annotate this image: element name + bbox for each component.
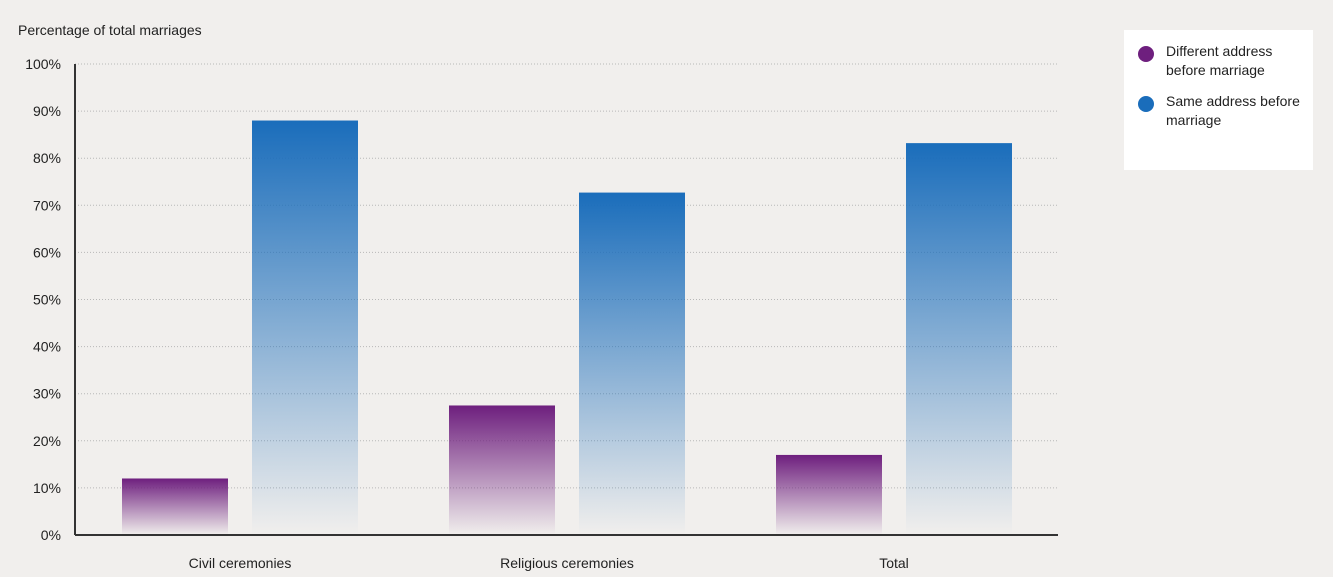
circle-icon xyxy=(1138,96,1154,112)
y-axis-title: Percentage of total marriages xyxy=(18,22,202,38)
bar-same-address xyxy=(252,120,358,536)
y-tick-label: 30% xyxy=(33,386,61,402)
legend-label: Same address before marriage xyxy=(1166,93,1300,128)
legend: Different address before marriage Same a… xyxy=(1124,30,1313,170)
y-tick-label: 60% xyxy=(33,244,61,260)
bar-same-address xyxy=(906,143,1012,536)
x-axis-ticks: Civil ceremonies Religious ceremonies Tota… xyxy=(189,555,909,571)
legend-item-same-address: Same address before marriage xyxy=(1138,92,1313,130)
legend-label: Different address before marriage xyxy=(1166,43,1273,78)
y-tick-label: 0% xyxy=(41,527,61,543)
legend-item-different-address: Different address before marriage xyxy=(1138,42,1313,80)
bar-different-address xyxy=(122,478,228,535)
y-axis-ticks: 0% 10% 20% 30% 40% 50% 60% 70% 80% 90% 100% xyxy=(25,56,61,543)
gridlines xyxy=(75,63,1058,489)
x-tick-label: Religious ceremonies xyxy=(500,555,634,571)
bar-different-address xyxy=(449,405,555,535)
x-tick-label: Civil ceremonies xyxy=(189,555,292,571)
y-tick-label: 40% xyxy=(33,339,61,355)
circle-icon xyxy=(1138,46,1154,62)
y-tick-label: 50% xyxy=(33,292,61,308)
y-tick-label: 20% xyxy=(33,433,61,449)
y-tick-label: 90% xyxy=(33,103,61,119)
bar-different-address xyxy=(776,454,882,535)
y-tick-label: 10% xyxy=(33,480,61,496)
bars xyxy=(122,120,1012,536)
y-tick-label: 80% xyxy=(33,150,61,166)
x-tick-label: Total xyxy=(879,555,909,571)
bar-same-address xyxy=(579,192,685,535)
y-tick-label: 100% xyxy=(25,56,61,72)
y-tick-label: 70% xyxy=(33,197,61,213)
